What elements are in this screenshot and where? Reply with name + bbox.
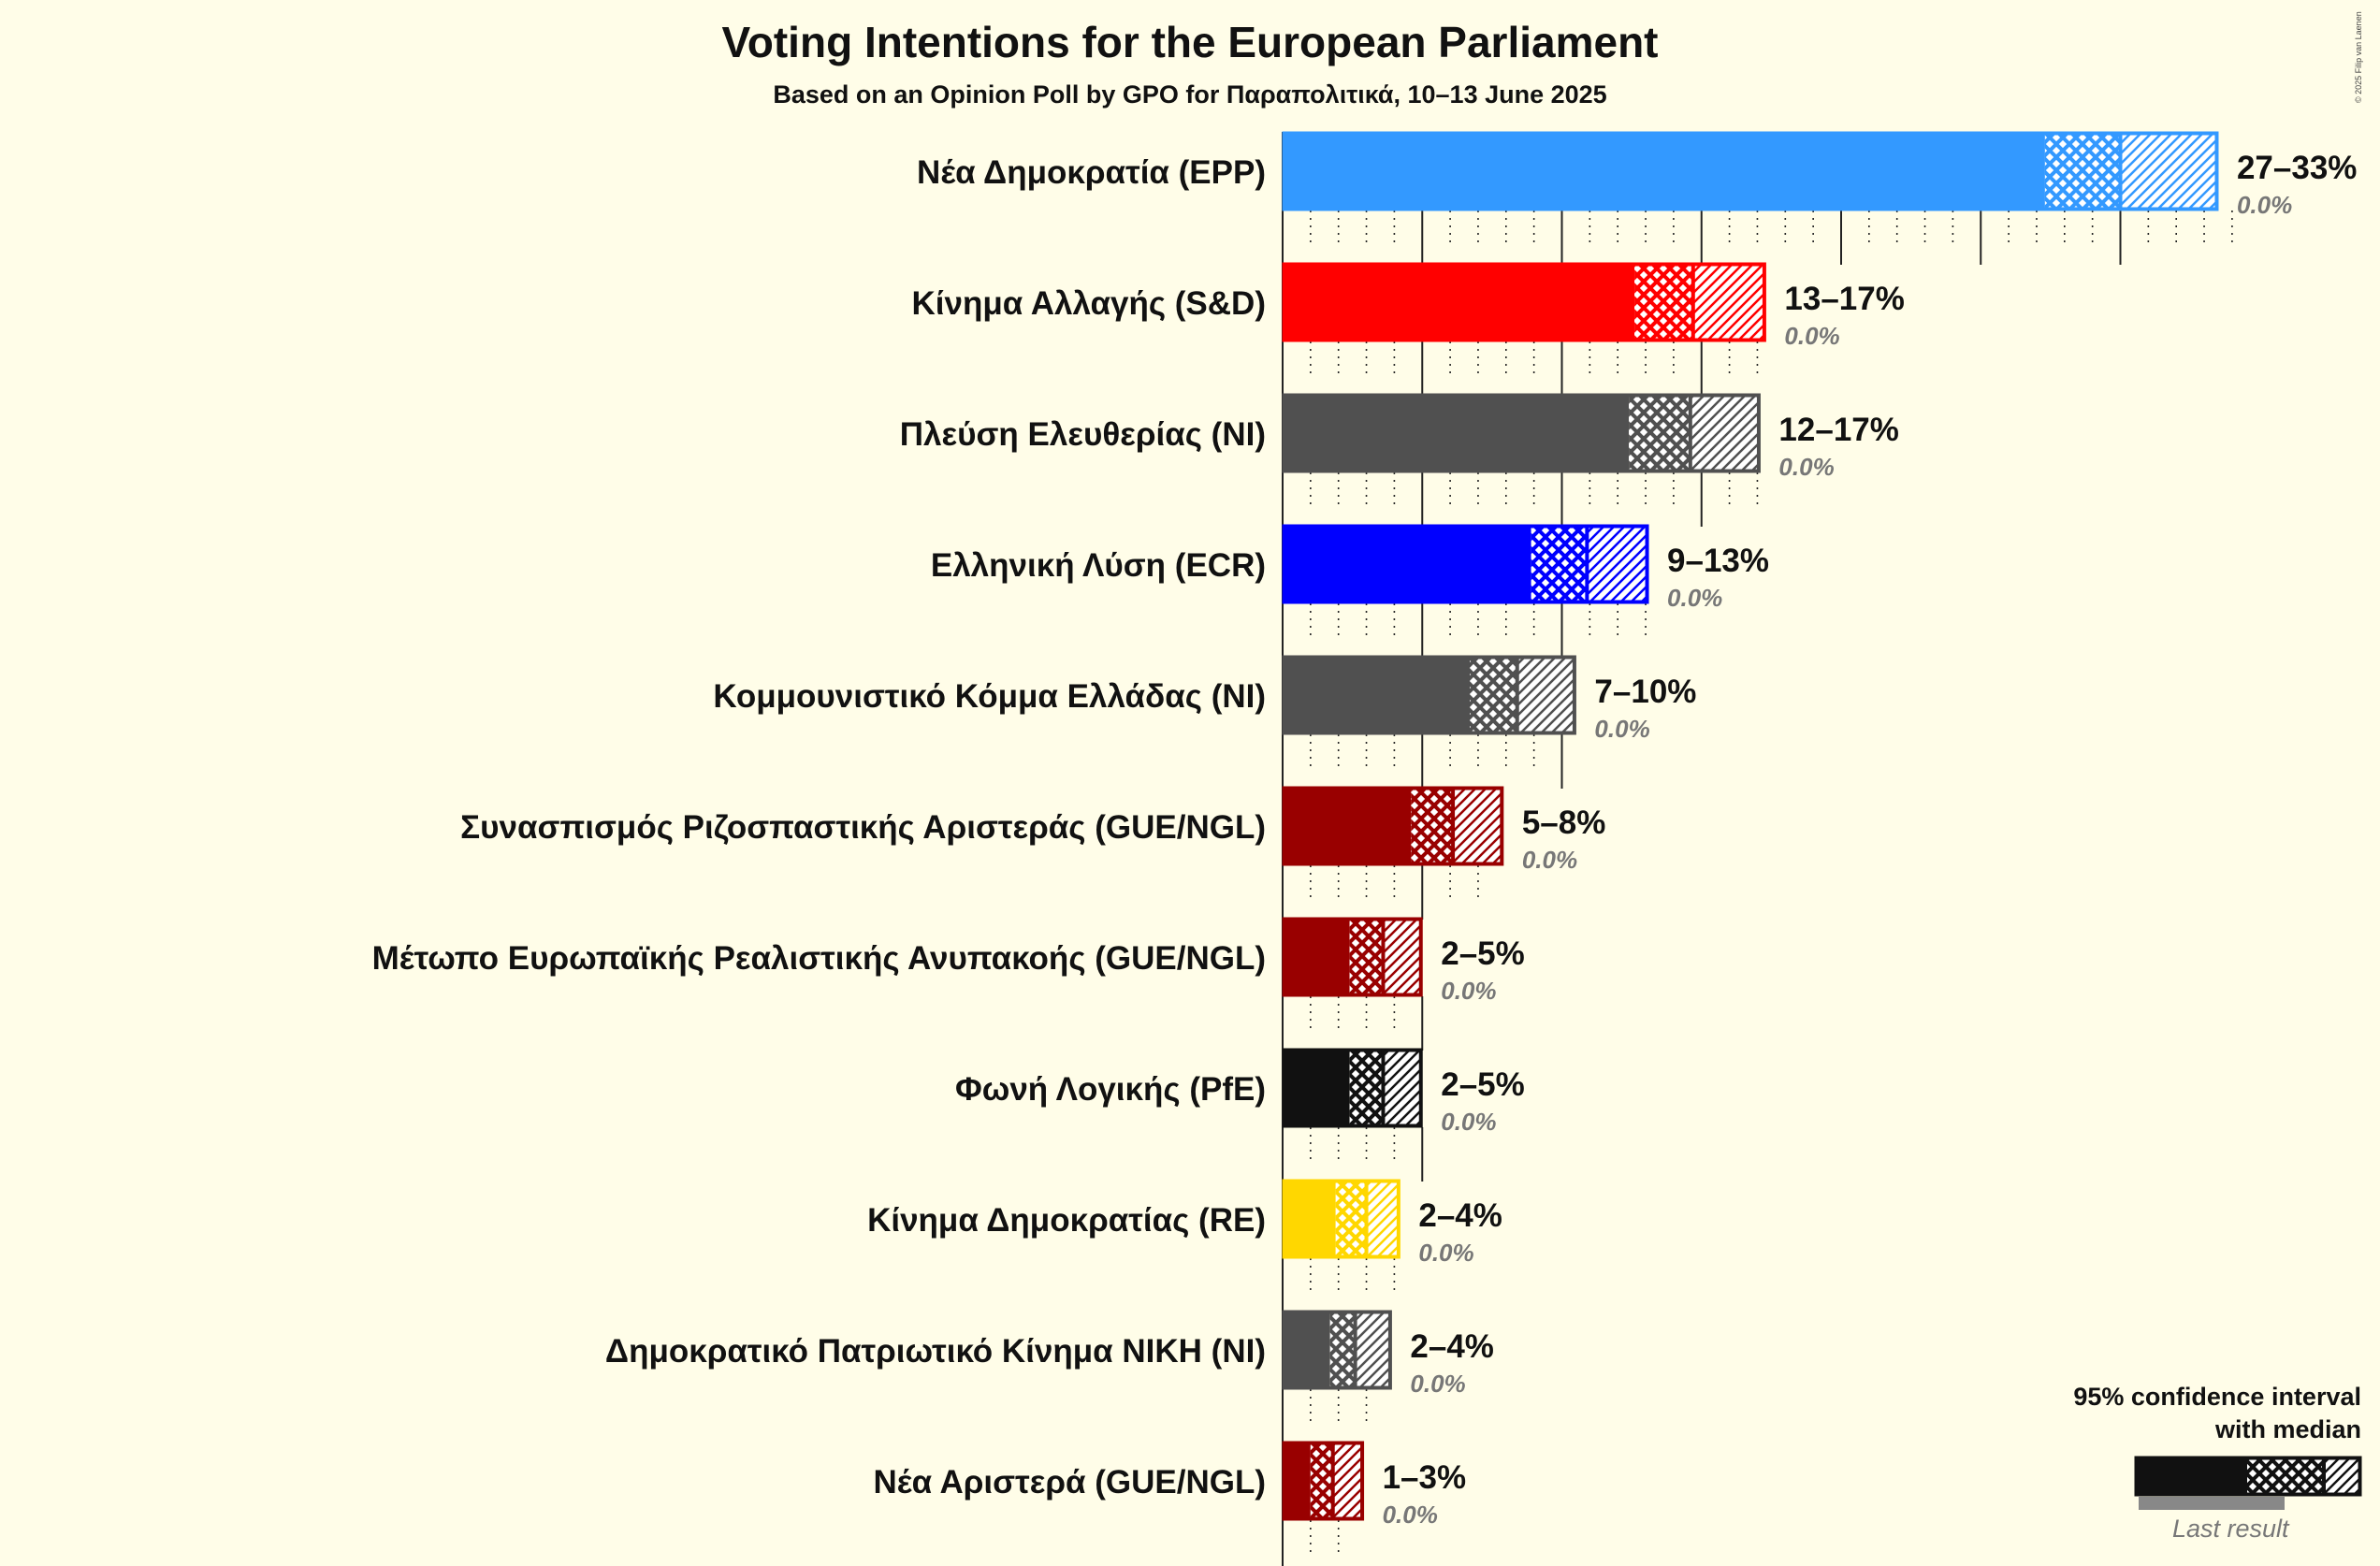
bar-ci-low	[1411, 787, 1454, 865]
chart-title: Voting Intentions for the European Parli…	[721, 18, 1659, 66]
bar-ci-low	[1329, 1311, 1356, 1389]
last-result-label: 0.0%	[1784, 322, 1839, 350]
bar-outline	[1282, 393, 1761, 473]
party-label: Φωνή Λογικής (PfE)	[955, 1071, 1266, 1108]
bar-outline	[1282, 1310, 1392, 1390]
last-result-label: 0.0%	[2237, 191, 2292, 219]
bar-solid	[1283, 394, 1630, 472]
range-label: 2–5%	[1441, 935, 1525, 972]
range-label: 27–33%	[2237, 150, 2357, 186]
bar-ci-low	[1469, 656, 1517, 734]
legend-line-2: with median	[2214, 1415, 2361, 1443]
bar-ci-high	[1517, 656, 1576, 734]
bar-solid	[1283, 1180, 1336, 1258]
bar-outline	[1282, 655, 1576, 735]
bar-ci-low	[2044, 132, 2121, 210]
legend-ci-low	[2247, 1457, 2324, 1496]
bar-solid	[1283, 787, 1412, 865]
party-label: Συνασπισμός Ριζοσπαστικής Αριστεράς (GUE…	[460, 809, 1266, 846]
bar-ci-high	[1332, 1442, 1364, 1520]
party-label: Ελληνική Λύση (ECR)	[931, 547, 1266, 584]
bar-solid	[1283, 656, 1470, 734]
bar-solid	[1283, 1442, 1311, 1520]
party-label: Μέτωπο Ευρωπαϊκής Ρεαλιστικής Ανυπακοής …	[372, 940, 1266, 977]
bar-ci-low	[1310, 1442, 1333, 1520]
bar-solid	[1283, 263, 1635, 341]
range-label: 13–17%	[1784, 281, 1904, 317]
party-label: Νέα Αριστερά (GUE/NGL)	[874, 1464, 1267, 1501]
bar-solid	[1283, 1311, 1330, 1389]
bar-ci-low	[1634, 263, 1693, 341]
range-label: 12–17%	[1778, 412, 1898, 448]
bar-solid	[1283, 525, 1531, 603]
bars-layer	[1282, 131, 2219, 1521]
bar-solid	[1283, 132, 2045, 210]
last-result-label: 0.0%	[1441, 1108, 1496, 1136]
last-result-label: 0.0%	[1594, 715, 1649, 743]
last-result-label: 0.0%	[1418, 1239, 1473, 1267]
legend-last-result: Last result	[2172, 1515, 2289, 1543]
bar-ci-low	[1629, 394, 1691, 472]
bar-ci-high	[1383, 918, 1423, 996]
legend-line-1: 95% confidence interval	[2073, 1383, 2361, 1411]
last-result-label: 0.0%	[1778, 453, 1834, 481]
party-label: Δημοκρατικό Πατριωτικό Κίνημα ΝΙΚΗ (NI)	[605, 1333, 1266, 1370]
last-result-label: 0.0%	[1410, 1370, 1465, 1398]
legend-last-result-bar	[2139, 1497, 2285, 1510]
party-label: Κίνημα Δημοκρατίας (RE)	[867, 1202, 1266, 1239]
labels-layer: Νέα Δημοκρατία (EPP) 27–33% 0.0% Κίνημα Αλλ…	[372, 150, 2358, 1529]
bar-ci-high	[1453, 787, 1503, 865]
party-label: Κομμουνιστικό Κόμμα Ελλάδας (NI)	[713, 678, 1266, 715]
bar-solid	[1283, 1049, 1350, 1127]
bar-outline	[1282, 786, 1504, 866]
range-label: 2–4%	[1418, 1197, 1502, 1234]
bar-ci-low	[1349, 1049, 1384, 1127]
range-label: 1–3%	[1383, 1459, 1467, 1496]
bar-ci-high	[1587, 525, 1649, 603]
party-label: Πλεύση Ελευθερίας (NI)	[900, 416, 1266, 453]
bar-ci-high	[1690, 394, 1761, 472]
bar-outline	[1282, 131, 2219, 211]
bar-ci-high	[1692, 263, 1766, 341]
party-label: Νέα Δημοκρατία (EPP)	[917, 154, 1266, 191]
range-label: 5–8%	[1522, 805, 1606, 841]
bar-ci-low	[1531, 525, 1588, 603]
legend-title: 95% confidence interval with median	[2073, 1381, 2361, 1446]
legend-solid	[2135, 1457, 2247, 1496]
bar-ci-high	[1355, 1311, 1392, 1389]
bar-solid	[1283, 918, 1350, 996]
bar-outline	[1282, 917, 1423, 997]
party-label: Κίνημα Αλλαγής (S&D)	[912, 285, 1266, 322]
bar-outline	[1282, 524, 1649, 604]
bar-ci-high	[1383, 1049, 1423, 1127]
last-result-label: 0.0%	[1383, 1501, 1438, 1529]
range-label: 2–4%	[1410, 1328, 1494, 1365]
bar-ci-high	[1366, 1180, 1400, 1258]
legend-layer	[2134, 1456, 2362, 1510]
bar-outline	[1282, 262, 1766, 342]
last-result-label: 0.0%	[1667, 584, 1722, 612]
bar-outline	[1282, 1441, 1365, 1521]
range-label: 7–10%	[1594, 674, 1696, 710]
last-result-label: 0.0%	[1522, 846, 1577, 874]
range-label: 2–5%	[1441, 1066, 1525, 1103]
last-result-label: 0.0%	[1441, 977, 1496, 1005]
range-label: 9–13%	[1667, 543, 1769, 579]
bar-ci-high	[2120, 132, 2218, 210]
bar-ci-low	[1335, 1180, 1367, 1258]
bar-ci-low	[1349, 918, 1384, 996]
chart-subtitle: Based on an Opinion Poll by GPO for Παρα…	[773, 80, 1607, 109]
bar-outline	[1282, 1048, 1423, 1128]
legend-outline	[2134, 1456, 2362, 1497]
legend-ci-high	[2324, 1457, 2361, 1496]
bar-outline	[1282, 1179, 1400, 1259]
